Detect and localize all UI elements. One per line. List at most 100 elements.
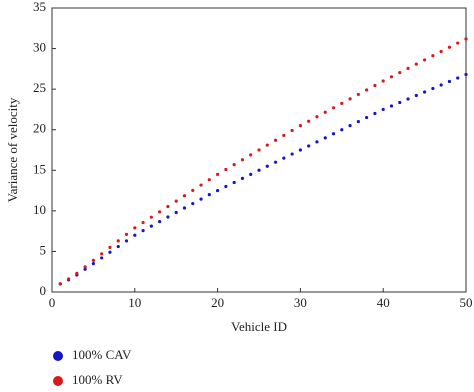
data-point: [315, 115, 319, 119]
data-point: [91, 262, 95, 266]
data-point: [282, 133, 286, 137]
data-point: [174, 199, 178, 203]
data-point: [456, 76, 460, 80]
data-point: [224, 184, 228, 189]
data-point: [83, 265, 87, 269]
data-point: [464, 37, 468, 41]
data-point: [240, 158, 245, 162]
data-point: [174, 210, 178, 215]
data-point: [158, 219, 162, 224]
data-point: [207, 178, 211, 182]
data-point: [216, 188, 220, 193]
data-point: [406, 97, 410, 101]
data-point: [124, 232, 129, 236]
data-point: [373, 111, 377, 116]
data-point: [298, 148, 302, 152]
data-point: [207, 193, 211, 197]
x-tick-label: 0: [49, 295, 56, 310]
data-point: [315, 140, 319, 144]
data-point: [108, 245, 112, 249]
data-point: [166, 215, 170, 219]
data-point: [389, 104, 394, 108]
data-point: [166, 204, 170, 209]
data-point: [447, 79, 452, 84]
data-point: [149, 215, 153, 219]
data-point: [340, 128, 344, 132]
data-point: [124, 239, 129, 243]
y-tick-label: 25: [33, 80, 46, 95]
data-point: [116, 244, 120, 249]
y-tick-label: 10: [33, 202, 46, 217]
data-point: [447, 45, 452, 49]
data-point: [249, 153, 253, 157]
data-point: [265, 143, 269, 147]
data-point: [100, 252, 104, 256]
y-tick-label: 0: [40, 283, 47, 298]
legend-marker: [53, 351, 63, 361]
data-point: [282, 156, 286, 160]
data-point: [133, 226, 137, 230]
data-point: [257, 148, 261, 152]
data-point: [191, 201, 195, 206]
data-point: [232, 163, 236, 167]
plot-frame: [51, 7, 467, 293]
data-point: [298, 124, 302, 128]
data-point: [249, 172, 253, 176]
data-point: [216, 172, 220, 176]
data-point: [464, 72, 468, 77]
data-point: [389, 75, 394, 79]
data-point: [158, 210, 162, 214]
x-tick-label: 20: [211, 295, 224, 310]
data-point: [423, 90, 427, 94]
data-point: [273, 160, 278, 164]
data-point: [182, 194, 187, 198]
data-point: [414, 62, 418, 66]
data-point: [365, 88, 369, 92]
data-point: [83, 267, 87, 271]
data-point: [91, 258, 95, 262]
data-point: [323, 136, 327, 140]
data-point: [423, 58, 427, 62]
data-point: [323, 110, 327, 114]
data-point: [398, 70, 402, 75]
data-point: [141, 220, 145, 225]
data-point: [182, 206, 187, 210]
data-point: [373, 83, 377, 88]
data-point: [149, 224, 153, 228]
data-point: [290, 152, 294, 156]
legend-label: 100% CAV: [72, 347, 132, 362]
data-point: [58, 282, 62, 286]
data-point: [66, 277, 71, 281]
data-point: [232, 180, 236, 185]
data-point: [273, 138, 278, 142]
y-tick-label: 20: [33, 121, 46, 136]
legend-marker: [53, 376, 63, 386]
x-tick-label: 40: [377, 295, 390, 310]
data-point: [307, 144, 311, 148]
data-point: [431, 86, 435, 91]
x-tick-label: 50: [460, 295, 473, 310]
data-point: [356, 92, 360, 97]
data-point: [381, 107, 385, 112]
data-point: [406, 66, 410, 70]
data-point: [340, 101, 344, 105]
data-point: [75, 271, 79, 275]
data-point: [356, 120, 360, 124]
data-point: [224, 167, 228, 172]
data-point: [331, 106, 336, 110]
data-point: [265, 164, 269, 168]
data-point: [414, 93, 418, 98]
data-point: [307, 119, 311, 123]
x-tick-label: 10: [128, 295, 141, 310]
y-tick-label: 15: [33, 161, 46, 176]
data-point: [290, 128, 294, 133]
data-point: [133, 233, 137, 237]
data-point: [431, 54, 435, 58]
x-tick-label: 30: [294, 295, 307, 310]
data-point: [439, 83, 443, 87]
data-point: [240, 176, 245, 180]
legend-label: 100% RV: [72, 372, 123, 387]
x-axis-label: Vehicle ID: [231, 319, 287, 334]
data-point: [381, 79, 385, 83]
